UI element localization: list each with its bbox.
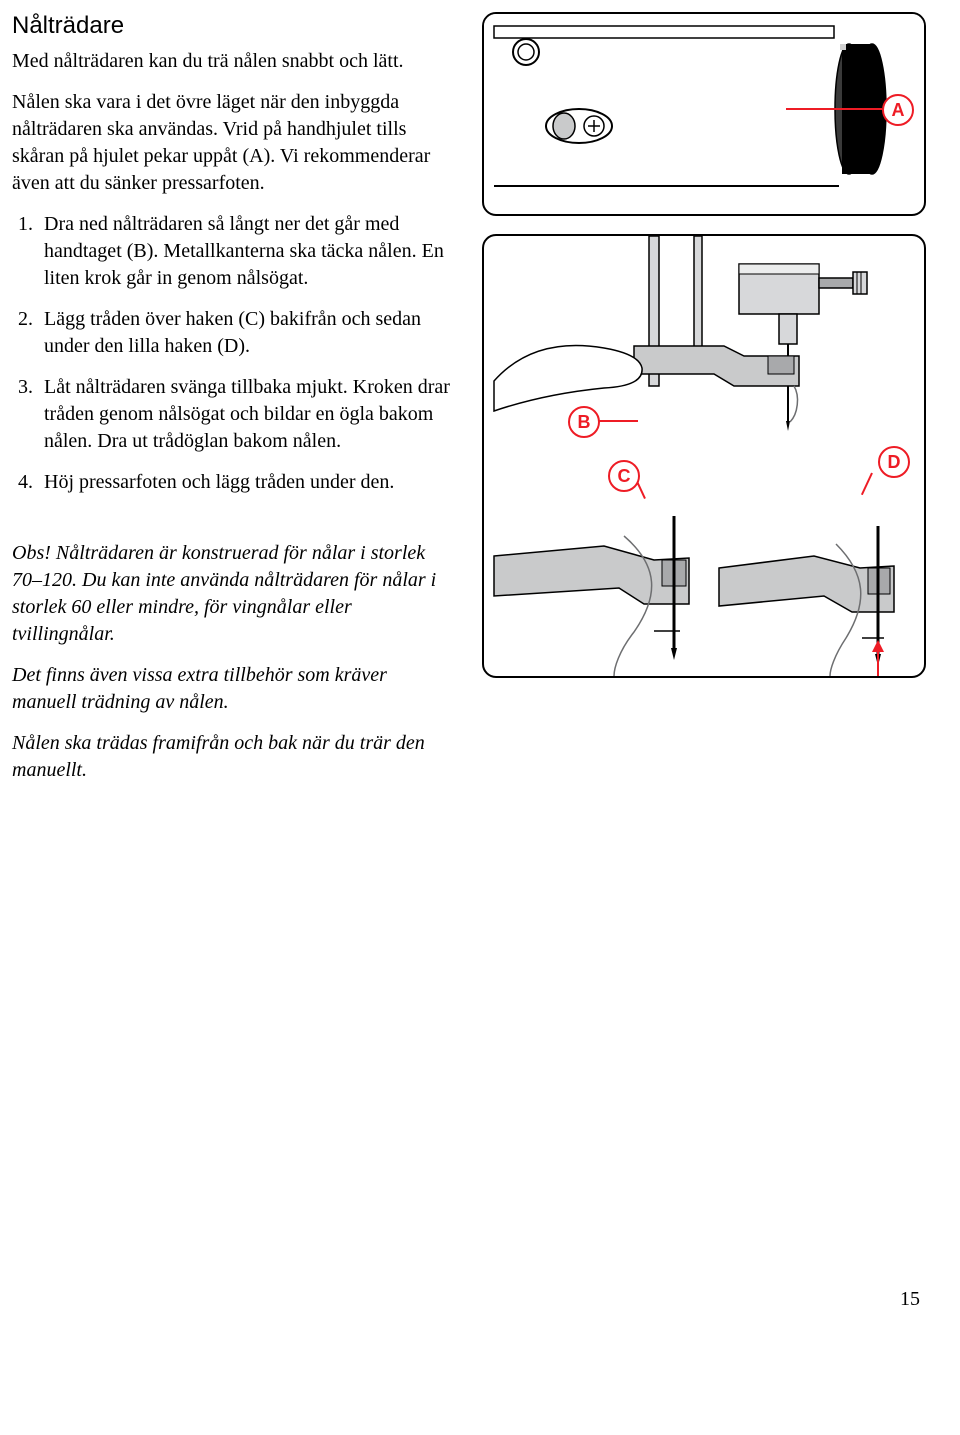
note-1: Obs! Nålträdaren är konstruerad för nåla… <box>12 540 454 648</box>
step-2: Lägg tråden över haken (C) bakifrån och … <box>38 306 454 360</box>
label-b: B <box>568 406 600 438</box>
step-1: Dra ned nålträdaren så långt ner det går… <box>38 211 454 292</box>
label-d: D <box>878 446 910 478</box>
steps-list: Dra ned nålträdaren så långt ner det går… <box>12 211 454 496</box>
diagram-threader: B C D <box>482 234 926 678</box>
intro-paragraph-2: Nålen ska vara i det övre läget när den … <box>12 89 454 197</box>
heading: Nålträdare <box>12 12 454 40</box>
note-3: Nålen ska trädas framifrån och bak när d… <box>12 730 454 784</box>
step-4: Höj pressarfoten och lägg tråden under d… <box>38 469 454 496</box>
diagram-handwheel: A <box>482 12 926 216</box>
step-3: Låt nålträdaren svänga tillbaka mjukt. K… <box>38 374 454 455</box>
label-c: C <box>608 460 640 492</box>
note-2: Det finns även vissa extra tillbehör som… <box>12 662 454 716</box>
label-a: A <box>882 94 914 126</box>
page-number: 15 <box>0 1288 920 1311</box>
intro-paragraph-1: Med nålträdaren kan du trä nålen snabbt … <box>12 48 454 75</box>
